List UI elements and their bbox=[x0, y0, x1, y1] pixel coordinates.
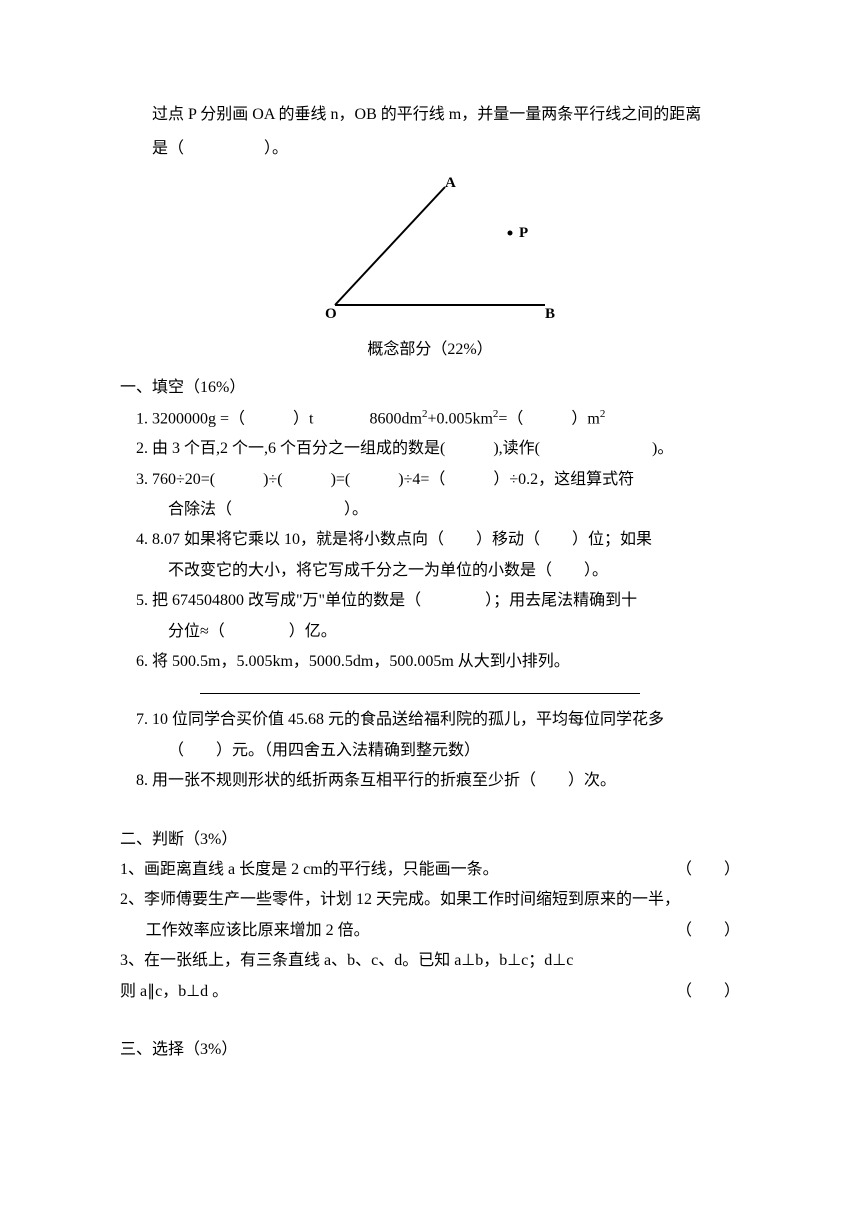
label-b: B bbox=[545, 306, 555, 322]
section-1-heading: 一、填空（16%） bbox=[120, 373, 740, 403]
intro-line1: 过点 P 分别画 OA 的垂线 n，OB 的平行线 m，并量一量两条平行线之间的… bbox=[120, 100, 740, 130]
q4-line2: 不改变它的大小，将它写成千分之一为单位的小数是（ ）。 bbox=[168, 556, 740, 586]
q2: 2. 由 3 个百,2 个一,6 个百分之一组成的数是( ),读作( )。 bbox=[136, 434, 740, 464]
judge-q2-paren: （ ） bbox=[676, 916, 740, 946]
q1-part-b-pre: 8600dm bbox=[369, 410, 421, 427]
q1-part-b-mid: +0.005km bbox=[427, 410, 492, 427]
label-p: P bbox=[519, 225, 528, 241]
concept-section-title: 概念部分（22%） bbox=[120, 335, 740, 365]
judge-q3-line1: 3、在一张纸上，有三条直线 a、b、c、d。已知 a⊥b，b⊥c；d⊥c bbox=[120, 946, 740, 976]
q1: 1. 3200000g =（ ）t 8600dm2+0.005km2=（ ）m2 bbox=[136, 404, 740, 435]
judge-q3-text: 则 a∥c，b⊥d 。 bbox=[120, 983, 228, 1000]
judge-q1: 1、画距离直线 a 长度是 2 cm的平行线，只能画一条。 （ ） bbox=[120, 855, 740, 885]
q7-line2: （ ）元。（用四舍五入法精确到整元数） bbox=[168, 736, 740, 766]
label-a: A bbox=[445, 175, 456, 191]
judge-q2-line1: 2、李师傅要生产一些零件，计划 12 天完成。如果工作时间缩短到原来的一半， bbox=[120, 885, 740, 915]
judge-q2-line2: 工作效率应该比原来增加 2 倍。 （ ） bbox=[146, 916, 740, 946]
q7-line1: 7. 10 位同学合买价值 45.68 元的食品送给福利院的孤儿，平均每位同学花… bbox=[136, 705, 740, 735]
judge-q1-paren: （ ） bbox=[702, 855, 740, 885]
angle-diagram: O A B P bbox=[295, 175, 565, 325]
q1-part-b-post: =（ ）m bbox=[498, 410, 599, 427]
q3-line2: 合除法（ ）。 bbox=[168, 495, 740, 525]
q6-answer-line bbox=[168, 677, 740, 705]
judge-q1-text: 1、画距离直线 a 长度是 2 cm的平行线，只能画一条。 bbox=[120, 861, 499, 878]
q3-line1: 3. 760÷20=( )÷( )=( )÷4=（ ）÷0.2，这组算式符 bbox=[136, 465, 740, 495]
q5-line2: 分位≈（ ）亿。 bbox=[168, 617, 740, 647]
section-2-heading: 二、判断（3%） bbox=[120, 825, 740, 855]
judge-q2-text: 工作效率应该比原来增加 2 倍。 bbox=[146, 922, 370, 939]
q8: 8. 用一张不规则形状的纸折两条互相平行的折痕至少折（ ）次。 bbox=[136, 766, 740, 796]
intro-line2: 是（ ）。 bbox=[120, 134, 740, 164]
q1-part-a: 1. 3200000g =（ ）t bbox=[136, 410, 313, 427]
q5-line1: 5. 把 674504800 改写成"万"单位的数是（ ）；用去尾法精确到十 bbox=[136, 586, 740, 616]
q4-line1: 4. 8.07 如果将它乘以 10，就是将小数点向（ ）移动（ ）位；如果 bbox=[136, 525, 740, 555]
judge-q3-line2: 则 a∥c，b⊥d 。 （ ） bbox=[120, 977, 740, 1007]
section-3-heading: 三、选择（3%） bbox=[120, 1035, 740, 1065]
judge-q3-paren: （ ） bbox=[676, 977, 740, 1007]
label-o: O bbox=[325, 306, 337, 322]
q6: 6. 将 500.5m，5.005km，5000.5dm，500.005m 从大… bbox=[136, 647, 740, 677]
